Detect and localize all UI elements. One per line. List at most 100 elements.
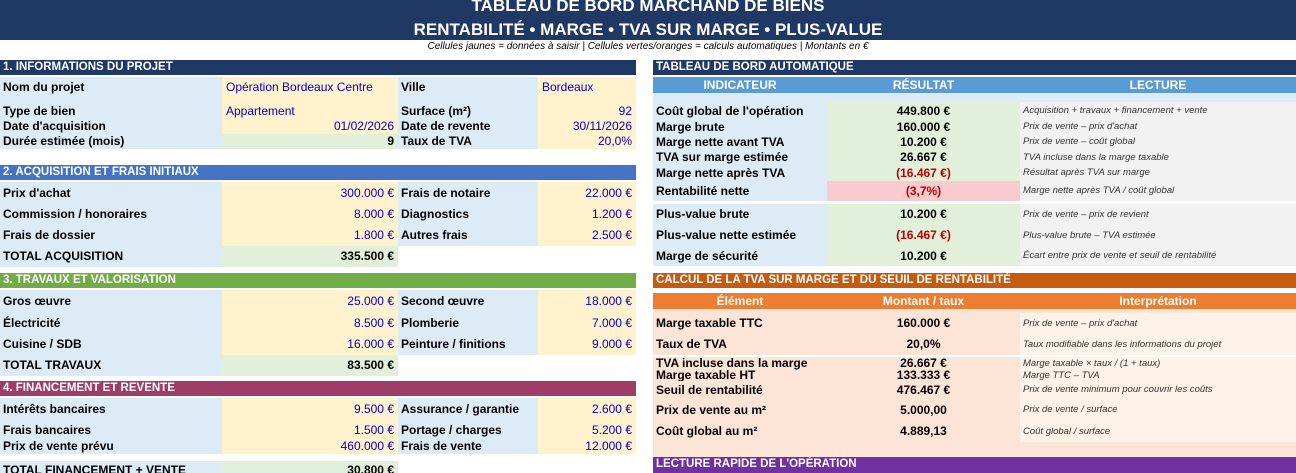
indicator-label: Plus-value brute [653,204,827,225]
city-label: Ville [398,77,538,97]
purchase-price-label: Prix d'achat [0,182,222,204]
vat-element-interpretation: Prix de vente / surface [1020,399,1296,421]
indicator-result: 10.200 € [827,134,1020,150]
carrying-costs-input[interactable]: 5.200 € [538,421,636,439]
section-dashboard-header: TABLEAU DE BORD AUTOMATIQUE [653,60,1296,75]
spacer [653,309,1296,313]
electricity-input[interactable]: 8.500 € [222,313,398,334]
vat-element-interpretation: Prix de vente – prix d'achat [1020,313,1296,334]
property-type-label: Type de bien [0,103,222,119]
legend-note: Cellules jaunes = données à saisir | Cel… [0,40,1296,54]
structural-work-label: Gros œuvre [0,290,222,313]
indicator-reading: Acquisition + travaux + financement + ve… [1020,102,1296,120]
notary-fees-input[interactable]: 22.000 € [538,182,636,204]
col-amount-header: Montant / taux [827,293,1020,309]
indicator-label: TVA sur marge estimée [653,150,827,165]
resale-date-label: Date de revente [398,119,538,134]
total-acquisition-value: 335.500 € [222,246,398,267]
indicator-result: 10.200 € [827,204,1020,225]
surface-input[interactable]: 92 [538,103,636,119]
painting-label: Peinture / finitions [398,334,538,355]
carrying-costs-label: Portage / charges [398,421,538,439]
vat-element-label: Coût global au m² [653,421,827,442]
vat-element-label: Marge taxable TTC [653,313,827,334]
commission-label: Commission / honoraires [0,204,222,225]
col-result-header: RÉSULTAT [827,77,1020,93]
plumbing-input[interactable]: 7.000 € [538,313,636,334]
indicator-result: (3,7%) [827,181,1020,201]
indicator-label: Plus-value nette estimée [653,225,827,246]
total-financing-label: TOTAL FINANCEMENT + VENTE [0,461,222,473]
section-vat-calc-header: CALCUL DE LA TVA SUR MARGE ET DU SEUIL D… [653,273,1296,288]
finishing-work-label: Second œuvre [398,290,538,313]
col-reading-header: LECTURE [1020,77,1296,93]
acquisition-date-label: Date d'acquisition [0,119,222,134]
vat-element-value: 133.333 € [827,370,1020,381]
vat-element-interpretation: Marge taxable × taux / (1 + taux) [1020,357,1296,370]
other-fees-label: Autres frais [398,225,538,246]
painting-input[interactable]: 9.000 € [538,334,636,355]
col-element-header: Élément [653,293,827,309]
duration-label: Durée estimée (mois) [0,134,222,149]
indicator-reading: TVA incluse dans la marge taxable [1020,150,1296,165]
vat-rate-input[interactable]: 20,0% [538,134,636,149]
indicator-result: 449.800 € [827,102,1020,120]
indicator-result: 160.000 € [827,120,1020,134]
indicator-label: Marge nette avant TVA [653,134,827,150]
indicator-reading: Prix de vente – prix de revient [1020,204,1296,225]
bank-interest-input[interactable]: 9.500 € [222,398,398,421]
dashboard-title: TABLEAU DE BORD MARCHAND DE BIENS [471,0,825,15]
total-financing-value: 30.800 € [222,461,398,473]
vat-element-label: Seuil de rentabilité [653,381,827,399]
bank-interest-label: Intérêts bancaires [0,398,222,421]
diagnostics-label: Diagnostics [398,204,538,225]
vat-element-label: Prix de vente au m² [653,399,827,421]
indicator-reading: Marge nette après TVA / coût global [1020,181,1296,201]
finishing-work-input[interactable]: 18.000 € [538,290,636,313]
spacer [222,97,398,103]
project-name-input[interactable]: Opération Bordeaux Centre [222,77,398,97]
property-type-input[interactable]: Appartement [222,103,398,119]
spacer [653,93,1296,102]
file-fees-label: Frais de dossier [0,225,222,246]
other-fees-input[interactable]: 2.500 € [538,225,636,246]
structural-work-input[interactable]: 25.000 € [222,290,398,313]
col-indicator-header: INDICATEUR [653,77,827,93]
sale-fees-input[interactable]: 12.000 € [538,439,636,454]
bank-fees-input[interactable]: 1.500 € [222,421,398,439]
total-acquisition-label: TOTAL ACQUISITION [0,246,222,267]
vat-element-label: Taux de TVA [653,334,827,355]
purchase-price-input[interactable]: 300.000 € [222,182,398,204]
vat-element-interpretation: Marge TTC – TVA [1020,370,1296,381]
project-name-label: Nom du projet [0,77,222,97]
spacer [538,97,636,103]
file-fees-input[interactable]: 1.800 € [222,225,398,246]
kitchen-bath-input[interactable]: 16.000 € [222,334,398,355]
section-project-header: 1. INFORMATIONS DU PROJET [0,60,636,75]
diagnostics-input[interactable]: 1.200 € [538,204,636,225]
vat-rate-label: Taux de TVA [398,134,538,149]
vat-element-value: 160.000 € [827,313,1020,334]
vat-element-value: 5.000,00 [827,399,1020,421]
section-acquisition-header: 2. ACQUISITION ET FRAIS INITIAUX [0,165,636,180]
surface-label: Surface (m²) [398,103,538,119]
insurance-input[interactable]: 2.600 € [538,398,636,421]
commission-input[interactable]: 8.000 € [222,204,398,225]
vat-element-value: 476.467 € [827,381,1020,399]
planned-sale-price-input[interactable]: 460.000 € [222,439,398,454]
section-financing-header: 4. FINANCEMENT ET REVENTE [0,381,636,396]
city-input[interactable]: Bordeaux [538,77,636,97]
total-works-label: TOTAL TRAVAUX [0,355,222,376]
bank-fees-label: Frais bancaires [0,421,222,439]
section-works-header: 3. TRAVAUX ET VALORISATION [0,273,636,288]
notary-fees-label: Frais de notaire [398,182,538,204]
acquisition-date-input[interactable]: 01/02/2026 [222,119,398,134]
spacer [0,97,222,103]
spacer [398,97,538,103]
resale-date-input[interactable]: 30/11/2026 [538,119,636,134]
duration-value: 9 [222,134,398,149]
indicator-reading: Résultat après TVA sur marge [1020,165,1296,181]
vat-element-value: 20,0% [827,334,1020,355]
indicator-reading: Écart entre prix de vente et seuil de re… [1020,246,1296,266]
indicator-result: (16.467 €) [827,225,1020,246]
